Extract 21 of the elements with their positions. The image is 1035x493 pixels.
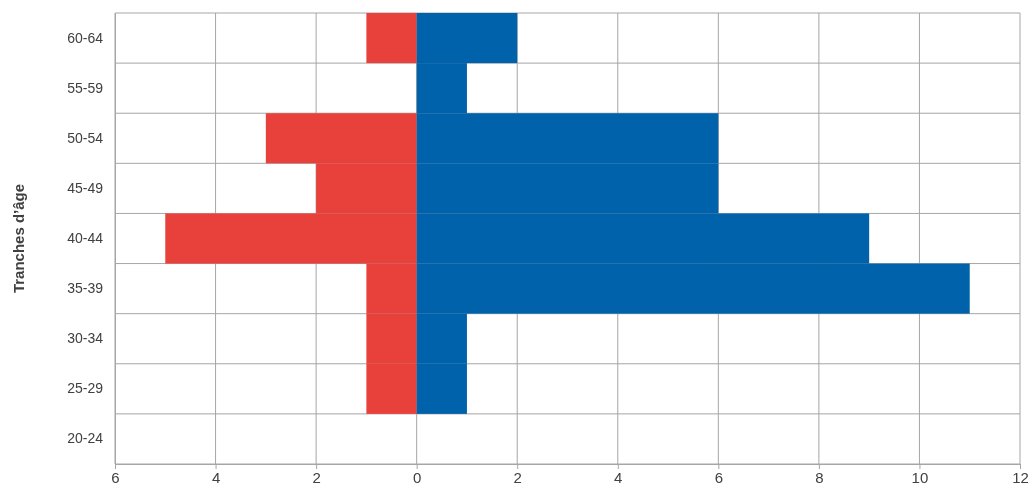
y-tick-label: 50-54 (67, 129, 104, 146)
x-tick-label: 0 (412, 468, 422, 486)
y-axis-title: Tranches d’âge (10, 183, 27, 294)
y-tick-label: 25-29 (67, 380, 104, 397)
bar (366, 13, 417, 64)
x-tick-label: 6 (111, 468, 120, 486)
y-tick-label: 45-49 (67, 179, 104, 196)
x-tick-label: 12 (1012, 468, 1029, 486)
x-tick-label: 6 (714, 468, 724, 486)
x-tick-label: 4 (614, 468, 623, 486)
x-tick-label: 2 (312, 468, 321, 486)
x-tick-label: 2 (513, 468, 522, 486)
y-tick-label: 55-59 (67, 79, 104, 96)
x-tick-label: 8 (815, 468, 824, 486)
y-tick-label: 40-44 (67, 229, 104, 246)
x-tick-label: 10 (911, 468, 929, 486)
y-tick-label: 20-24 (67, 430, 104, 447)
x-tick-label: 4 (211, 468, 221, 486)
y-tick-label: 30-34 (67, 330, 104, 347)
y-tick-label: 60-64 (67, 29, 104, 46)
y-tick-label: 35-39 (67, 280, 104, 297)
